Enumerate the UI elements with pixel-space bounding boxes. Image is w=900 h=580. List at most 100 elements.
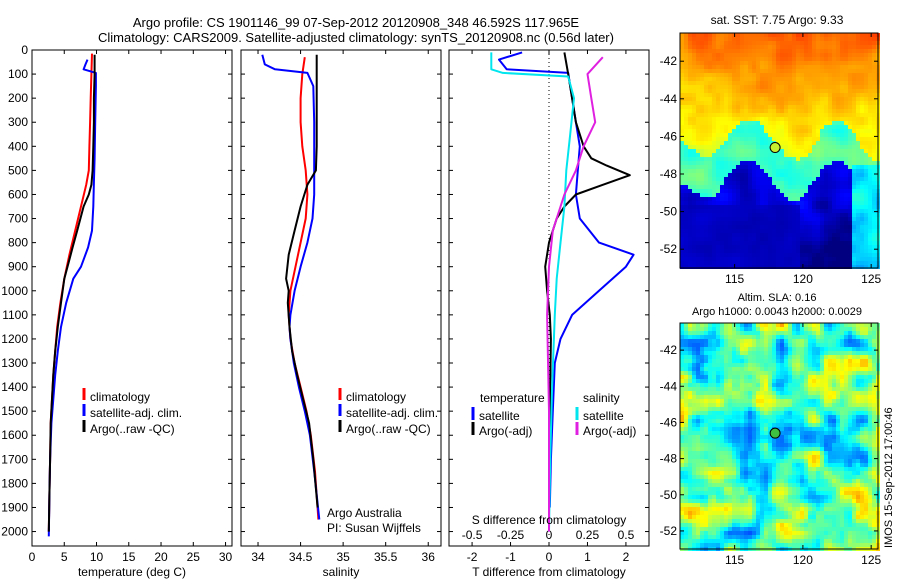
map-cell bbox=[720, 73, 724, 77]
map-cell bbox=[700, 81, 704, 85]
map-cell bbox=[704, 443, 708, 447]
map-cell bbox=[744, 61, 748, 65]
map-cell bbox=[872, 419, 876, 423]
map-cell bbox=[740, 241, 744, 245]
map-cell bbox=[848, 439, 852, 443]
map-cell bbox=[752, 109, 756, 113]
map-cell bbox=[812, 105, 816, 109]
map-cell bbox=[760, 61, 764, 65]
map-cell bbox=[696, 237, 700, 241]
map-cell bbox=[840, 185, 844, 189]
map-cell bbox=[804, 323, 808, 327]
map-cell bbox=[852, 387, 856, 391]
map-cell bbox=[800, 173, 804, 177]
map-cell bbox=[840, 85, 844, 89]
map-cell bbox=[808, 45, 812, 49]
map-cell bbox=[728, 225, 732, 229]
map-cell bbox=[724, 375, 728, 379]
map-cell bbox=[708, 331, 712, 335]
map-cell bbox=[772, 253, 776, 257]
map-cell bbox=[832, 265, 836, 269]
map-cell bbox=[820, 165, 824, 169]
map-cell bbox=[688, 217, 692, 221]
map-cell bbox=[732, 49, 736, 53]
map-cell bbox=[752, 169, 756, 173]
map-cell bbox=[708, 435, 712, 439]
map-cell bbox=[796, 327, 800, 331]
map-cell bbox=[776, 323, 780, 327]
map-cell bbox=[872, 69, 876, 73]
map-cell bbox=[740, 339, 744, 343]
map-cell bbox=[732, 193, 736, 197]
map-cell bbox=[712, 217, 716, 221]
map-cell bbox=[724, 451, 728, 455]
map-cell bbox=[772, 189, 776, 193]
map-cell bbox=[764, 45, 768, 49]
map-cell bbox=[704, 439, 708, 443]
map-cell bbox=[712, 451, 716, 455]
map-cell bbox=[756, 129, 760, 133]
map-cell bbox=[696, 157, 700, 161]
map-cell bbox=[856, 367, 860, 371]
map-cell bbox=[824, 49, 828, 53]
map-cell bbox=[712, 229, 716, 233]
map-cell bbox=[796, 367, 800, 371]
map-cell bbox=[784, 161, 788, 165]
map-cell bbox=[788, 363, 792, 367]
map-cell bbox=[852, 435, 856, 439]
annotation-line-1: Argo Australia bbox=[327, 506, 402, 520]
map-cell bbox=[844, 89, 848, 93]
map-cell bbox=[792, 455, 796, 459]
map-cell bbox=[684, 459, 688, 463]
map-cell bbox=[852, 181, 856, 185]
map-cell bbox=[724, 137, 728, 141]
map-cell bbox=[688, 97, 692, 101]
map-cell bbox=[848, 419, 852, 423]
map-cell bbox=[776, 261, 780, 265]
map-cell bbox=[760, 85, 764, 89]
map-cell bbox=[828, 443, 832, 447]
map-cell bbox=[736, 399, 740, 403]
map-cell bbox=[728, 145, 732, 149]
map-cell bbox=[788, 209, 792, 213]
map-cell bbox=[804, 201, 808, 205]
map-cell bbox=[688, 375, 692, 379]
map-cell bbox=[832, 133, 836, 137]
map-cell bbox=[760, 399, 764, 403]
map-cell bbox=[772, 265, 776, 269]
map-cell bbox=[696, 105, 700, 109]
map-cell bbox=[800, 193, 804, 197]
map-cell bbox=[856, 33, 860, 37]
map-cell bbox=[804, 141, 808, 145]
map-cell bbox=[772, 455, 776, 459]
map-cell bbox=[828, 141, 832, 145]
legend-label: satellite bbox=[583, 409, 624, 423]
map-cell bbox=[760, 455, 764, 459]
map-cell bbox=[724, 165, 728, 169]
map-cell bbox=[816, 161, 820, 165]
map-cell bbox=[692, 197, 696, 201]
map-cell bbox=[840, 423, 844, 427]
map-cell bbox=[692, 213, 696, 217]
map-cell bbox=[848, 407, 852, 411]
map-cell bbox=[704, 97, 708, 101]
map-cell bbox=[680, 265, 684, 269]
map-cell bbox=[704, 153, 708, 157]
map-cell bbox=[840, 427, 844, 431]
map-cell bbox=[748, 339, 752, 343]
map-cell bbox=[784, 343, 788, 347]
map-cell bbox=[784, 261, 788, 265]
map-cell bbox=[708, 89, 712, 93]
map-cell bbox=[732, 181, 736, 185]
map-cell bbox=[760, 459, 764, 463]
map-cell bbox=[788, 443, 792, 447]
map-cell bbox=[720, 347, 724, 351]
map-cell bbox=[720, 205, 724, 209]
map-cell bbox=[744, 209, 748, 213]
map-cell bbox=[872, 61, 876, 65]
map-cell bbox=[688, 411, 692, 415]
map-cell bbox=[748, 331, 752, 335]
map-cell bbox=[872, 411, 876, 415]
map-cell bbox=[712, 57, 716, 61]
map-cell bbox=[688, 77, 692, 81]
